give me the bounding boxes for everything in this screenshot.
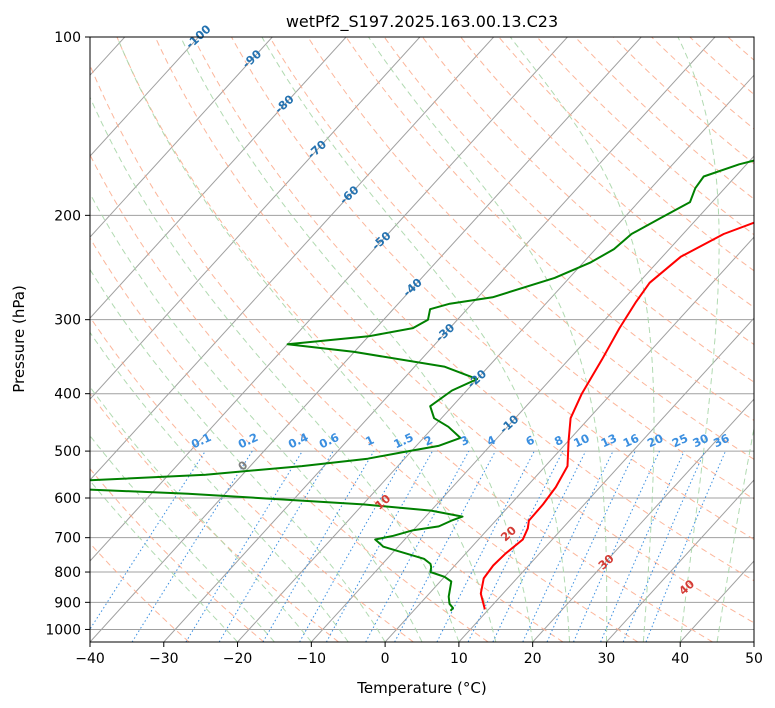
x-tick-label: 30 [598,651,616,667]
y-tick-label: 100 [54,30,81,46]
temperature-line [479,221,754,610]
moist-adiabat-line [261,37,571,642]
y-tick-label: 300 [54,313,81,329]
dry-adiabat-line [90,153,564,642]
moist-adiabat-line [90,479,238,642]
mixing-ratio-label: 16 [621,431,641,450]
moist-adiabat-line [90,268,386,642]
dry-adiabat-line [345,37,754,421]
background-lines [90,37,754,642]
mixing-ratio-line [365,450,470,642]
isotherm-line [90,37,495,481]
isotherm-line [458,317,754,642]
isotherm-line [310,155,754,642]
dry-adiabat-line [192,37,754,582]
x-tick-label: −10 [297,651,327,667]
mixing-ratio-label: 20 [645,431,665,450]
chart-title: wetPf2_S197.2025.163.00.13.C23 [286,12,558,32]
mixing-ratio-line [467,450,564,642]
y-tick-label: 200 [54,208,81,224]
dry-adiabat-line [90,392,339,642]
dry-adiabat-line [269,37,754,500]
isotherm-line [163,37,716,642]
mixing-ratio-line [299,450,409,642]
isotherm-line [384,236,754,642]
dry-adiabat-line [90,237,489,642]
mixing-ratio-line [436,450,535,642]
isotherm-line [606,479,754,642]
isotherm-line [532,398,754,642]
isotherm-line [90,37,200,157]
mixing-ratio-label: 13 [599,431,619,450]
y-tick-label: 800 [54,565,81,581]
moist-adiabat-line [90,435,275,642]
moist-adiabat-line [90,331,349,642]
mixing-ratio-line [185,450,303,642]
moist-adiabat-line [90,96,460,642]
mixing-ratio-line [573,450,660,642]
mixing-ratio-label: 10 [571,431,591,450]
mixing-ratio-label: 25 [670,431,690,450]
y-tick-label: 700 [54,531,81,547]
dry-adiabat-line [116,37,713,642]
dry-adiabat-line [230,37,754,541]
x-tick-label: 10 [450,651,468,667]
isotherm-line [90,37,274,238]
moist-adiabat-line [509,37,655,642]
dry-adiabat-line [90,64,639,642]
y-tick-label: 900 [54,595,81,611]
x-tick-label: −30 [149,651,179,667]
x-tick-label: 50 [745,651,763,667]
x-axis-label: Temperature (°C) [356,679,486,697]
y-tick-label: 600 [54,491,81,507]
y-tick-label: 500 [54,444,81,460]
moist-adiabat-line [90,386,312,642]
plot-frame [89,36,755,643]
mixing-ratio-label: 36 [711,431,731,450]
dewpoint-line [90,159,754,612]
axis-ticks: −40 −30 −20 −10 0 10 20 30 40 50 100 200 300 400 500 60… [45,30,763,667]
mixing-ratio-line [394,450,496,642]
mixing-ratio-line [90,450,206,631]
dry-adiabat-line [90,468,265,642]
dry-adiabat-line [154,37,754,624]
dry-adiabat-line [307,37,754,460]
mixing-ratio-line [325,450,433,642]
x-tick-label: −40 [75,651,105,667]
isotherm-line [90,37,347,319]
x-tick-label: 40 [671,651,689,667]
mixing-ratio-line [622,450,706,642]
moist-adiabat-line [677,37,720,642]
x-tick-label: −20 [223,651,253,667]
isotherm-line [90,37,421,400]
moist-adiabat-line [180,37,534,642]
y-tick-label: 400 [54,387,81,403]
moist-adiabat-line [368,37,608,642]
mixing-ratio-label: 30 [690,431,710,450]
moist-adiabat-line [116,37,497,642]
mixing-ratio-line [645,450,726,642]
y-axis-label: Pressure (hPa) [10,285,28,393]
x-tick-label: 0 [381,651,390,667]
isotherm-line [90,37,569,562]
dry-adiabat-line [383,37,754,383]
isotherm-line [90,37,642,642]
dry-adiabat-line [90,542,190,642]
mixing-ratio-line [131,450,253,642]
isotherm-line [237,74,754,642]
y-tick-label: 1000 [45,622,81,638]
profile-lines [90,159,754,612]
x-tick-label: 20 [524,651,542,667]
moist-adiabat-line [716,425,754,642]
mixing-ratio-line [600,450,685,642]
